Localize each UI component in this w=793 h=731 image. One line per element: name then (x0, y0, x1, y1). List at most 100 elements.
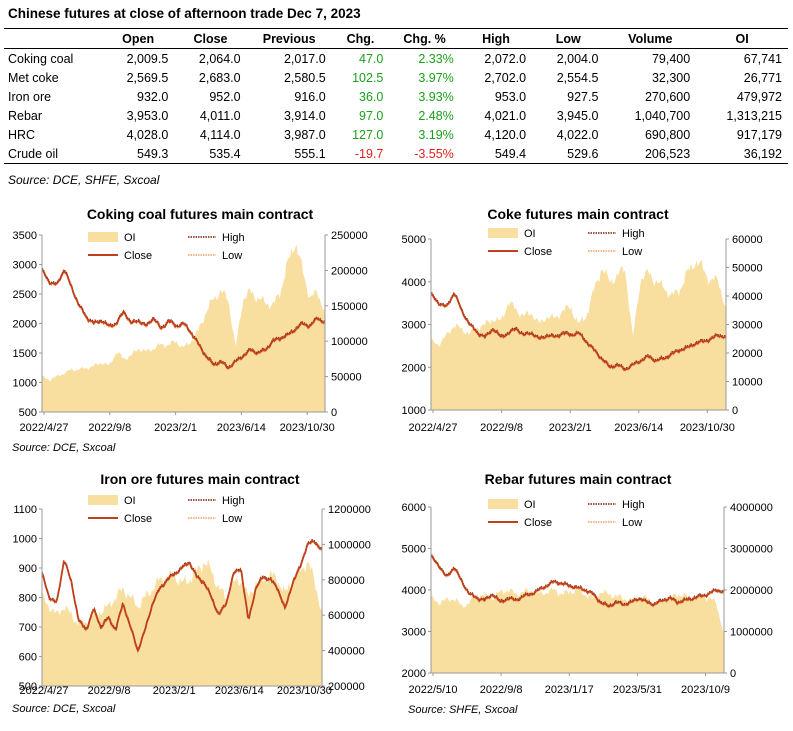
table-cell: 4,011.0 (199, 108, 241, 123)
table-title: Chinese futures at close of afternoon tr… (8, 6, 361, 21)
table-cell: 2,580.5 (283, 70, 326, 85)
row-label: Crude oil (8, 146, 59, 161)
table-header-row: Open Close Previous Chg. Chg. % High Low… (4, 28, 788, 49)
table-cell: 529.6 (567, 146, 599, 161)
chart-panel-iron-ore: Iron ore futures main contract 500 600 700 8… (0, 462, 396, 731)
chart-iron-ore: Iron ore futures main contract 500 600 700 8… (12, 471, 371, 715)
table-cell: 4,028.0 (126, 127, 169, 142)
y-left-tick-label: 5000 (402, 234, 426, 246)
y-left-tick-label: 900 (19, 563, 37, 575)
table-row: Rebar 3,953.0 4,011.0 3,914.0 97.0 2.48% 4,021… (4, 106, 788, 125)
table-cell: 2,064.0 (198, 51, 241, 66)
x-tick-label: 2023/1/17 (545, 684, 594, 696)
table-cell: 4,120.0 (484, 127, 527, 142)
legend-oi-swatch (488, 499, 518, 509)
x-tick-label: 2023/6/14 (215, 685, 264, 697)
y-right-tick-label: 200000 (328, 681, 365, 693)
table-cell: 917,179 (736, 127, 782, 142)
table-cell: 2,072.0 (484, 51, 527, 66)
close-line-series (430, 292, 727, 371)
y-left-tick-label: 5000 (402, 544, 426, 556)
row-label: Iron ore (8, 89, 52, 104)
table-cell: 3,953.0 (126, 108, 169, 123)
table-cell: 479,972 (736, 89, 782, 104)
legend-low-label: Low (622, 517, 642, 529)
x-tick-label: 2022/9/8 (88, 685, 131, 697)
y-left-tick-label: 600 (19, 652, 37, 664)
table-row: Crude oil 549.3 535.4 555.1 -19.7 -3.55% 549.4… (4, 144, 788, 164)
x-tick-label: 2023/2/1 (153, 685, 196, 697)
high-line-series (41, 267, 326, 368)
x-tick-label: 2023/10/30 (680, 422, 735, 434)
column-header (4, 29, 102, 49)
x-tick-label: 2023/10/9 (681, 684, 730, 696)
y-right-tick-label: 2000000 (730, 585, 773, 597)
table-row: HRC 4,028.0 4,114.0 3,987.0 127.0 3.19% 4,120.… (4, 125, 788, 144)
x-tick-label: 2023/6/14 (217, 422, 266, 434)
row-label: HRC (8, 127, 36, 142)
table-cell: 206,523 (644, 146, 691, 161)
table-cell: 270,600 (644, 89, 691, 104)
x-tick-label: 2022/4/27 (20, 422, 69, 434)
y-right-tick-label: 50000 (331, 372, 362, 384)
chart-source: Source: DCE, Sxcoal (12, 703, 116, 715)
table-cell: 3.97% (418, 70, 454, 85)
y-right-tick-label: 50000 (732, 263, 763, 275)
y-left-tick-label: 3000 (402, 627, 426, 639)
table-cell: 26,771 (743, 70, 782, 85)
row-label: Coking coal (8, 51, 74, 66)
table-cell: -19.7 (354, 146, 384, 161)
table-cell: 2.33% (418, 51, 454, 66)
legend-close-label: Close (124, 513, 152, 525)
table-cell: 102.5 (352, 70, 384, 85)
table-cell: 916.0 (294, 89, 326, 104)
table-cell: 2,009.5 (126, 51, 169, 66)
legend-close-label: Close (524, 517, 552, 529)
table-row: Iron ore 932.0 952.0 916.0 36.0 3.93% 953.0 927… (4, 87, 788, 106)
chart-panel-coking-coal: Coking coal futures main contract 500 1000… (0, 197, 396, 459)
y-left-tick-label: 2500 (13, 289, 37, 301)
y-left-tick-label: 2000 (402, 668, 426, 680)
chart-title: Coking coal futures main contract (87, 206, 314, 222)
table-cell: 927.5 (567, 89, 599, 104)
chart-source: Source: SHFE, Sxcoal (408, 704, 518, 716)
table-cell: 67,741 (743, 51, 782, 66)
table-cell: 1,040,700 (634, 108, 691, 123)
y-left-tick-label: 3000 (402, 320, 426, 332)
row-label: Rebar (8, 108, 43, 123)
table-cell: 952.0 (209, 89, 241, 104)
table-cell: 953.0 (494, 89, 527, 104)
y-left-tick-label: 2000 (402, 362, 426, 374)
y-left-tick-label: 4000 (402, 585, 426, 597)
x-tick-label: 2023/2/1 (549, 422, 592, 434)
legend-low-label: Low (222, 513, 242, 525)
legend-oi-label: OI (524, 499, 536, 511)
table-cell: 932.0 (137, 89, 169, 104)
close-line-series (41, 268, 326, 370)
chart-panel-rebar: Rebar futures main contract 2000 3000 4000 5… (396, 462, 793, 731)
table-cell: 127.0 (352, 127, 384, 142)
y-right-tick-label: 3000000 (730, 544, 773, 556)
column-header: Previous (262, 31, 316, 46)
y-right-tick-label: 1200000 (328, 504, 371, 516)
legend-oi-label: OI (124, 232, 136, 244)
table-cell: 2,683.0 (198, 70, 241, 85)
column-header: Close (193, 31, 228, 46)
legend-oi-swatch (88, 232, 118, 242)
y-right-tick-label: 0 (732, 405, 738, 417)
table-cell: 2,017.0 (283, 51, 326, 66)
y-right-tick-label: 250000 (331, 230, 368, 242)
chart-coke: Coke futures main contract 1000 2000 3000 40… (402, 206, 763, 434)
y-left-tick-label: 2000 (13, 319, 37, 331)
y-left-tick-label: 1000 (402, 405, 426, 417)
table-cell: -3.55% (414, 146, 454, 161)
column-header: Chg. % (403, 31, 446, 46)
table-cell: 4,114.0 (199, 127, 241, 142)
x-tick-label: 2022/9/8 (88, 422, 131, 434)
y-left-tick-label: 4000 (402, 277, 426, 289)
table-cell: 549.4 (494, 146, 527, 161)
x-tick-label: 2022/9/8 (480, 684, 523, 696)
x-tick-label: 2022/4/27 (20, 685, 69, 697)
column-header: Low (555, 31, 581, 46)
y-left-tick-label: 3000 (13, 260, 37, 272)
